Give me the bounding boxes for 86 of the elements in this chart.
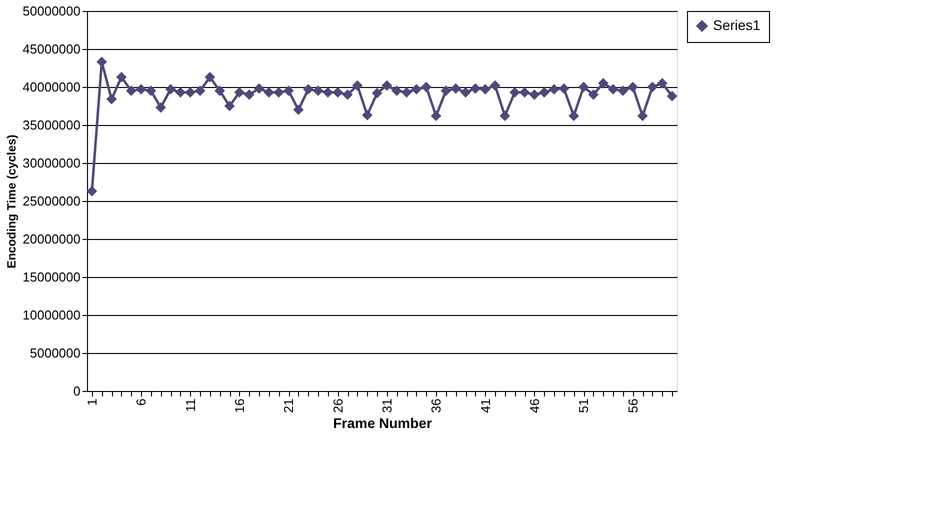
point	[362, 110, 372, 120]
y-tick-label: 40000000	[22, 80, 80, 94]
y-tick-label: 15000000	[22, 270, 80, 284]
x-tick-label: 46	[526, 398, 542, 413]
point	[214, 86, 225, 96]
point	[372, 88, 382, 98]
point	[352, 80, 363, 91]
point	[283, 86, 294, 96]
point	[460, 87, 471, 98]
point	[578, 82, 589, 92]
point	[264, 87, 274, 98]
point	[598, 78, 608, 88]
point	[244, 89, 254, 100]
point	[440, 86, 452, 96]
point	[519, 87, 530, 98]
point	[322, 87, 334, 98]
y-tick-label: 30000000	[22, 156, 80, 170]
point	[657, 78, 668, 88]
point	[392, 86, 402, 96]
point	[666, 90, 678, 102]
x-tick-label: 6	[134, 398, 149, 406]
x-tick-label: 41	[478, 398, 493, 413]
point	[568, 110, 579, 122]
point	[382, 80, 392, 91]
x-tick-label: 11	[182, 398, 198, 412]
y-axis-title: Encoding Time (cycles)	[4, 134, 19, 268]
point	[116, 72, 127, 82]
y-tick-label: 35000000	[22, 118, 80, 132]
point	[204, 72, 216, 82]
point	[637, 110, 648, 122]
point	[608, 84, 618, 95]
point	[411, 84, 422, 95]
point	[303, 84, 314, 95]
x-tick-label: 26	[330, 398, 346, 413]
point	[234, 87, 245, 98]
y-tick-label: 25000000	[22, 194, 80, 208]
point	[312, 86, 324, 96]
point	[293, 104, 304, 116]
point	[165, 84, 176, 95]
x-tick-label: 16	[232, 398, 247, 413]
point	[480, 84, 490, 95]
x-tick-label: 56	[625, 398, 640, 413]
point	[430, 110, 442, 122]
point	[470, 83, 481, 94]
point	[529, 89, 540, 100]
point	[136, 84, 146, 95]
point	[401, 87, 412, 98]
point	[274, 87, 284, 98]
point	[106, 94, 117, 104]
point	[96, 56, 107, 68]
point	[342, 89, 353, 100]
legend-label: Series1	[713, 17, 761, 33]
point	[450, 83, 461, 94]
x-axis-title: Frame Number	[333, 414, 432, 431]
point	[175, 87, 186, 98]
y-tick-label: 45000000	[22, 42, 80, 56]
y-tick-label: 5000000	[30, 346, 80, 360]
point	[490, 80, 500, 91]
point	[628, 82, 638, 92]
x-tick-label: 36	[428, 398, 444, 413]
point	[510, 87, 520, 98]
point	[588, 89, 599, 100]
x-tick-label: 21	[281, 398, 296, 413]
x-tick-label: 1	[84, 398, 100, 406]
point	[618, 86, 628, 96]
point	[647, 82, 658, 92]
x-tick-label: 31	[379, 398, 394, 413]
point	[548, 84, 560, 95]
y-tick-label: 0	[73, 384, 80, 398]
point	[185, 87, 196, 98]
point	[332, 87, 343, 98]
point	[539, 87, 550, 98]
y-tick-label: 10000000	[22, 308, 80, 322]
point	[146, 86, 156, 96]
point	[126, 86, 136, 96]
y-tick-label: 20000000	[22, 232, 80, 246]
point	[86, 186, 98, 196]
point	[558, 83, 570, 94]
point	[156, 102, 166, 113]
point	[254, 83, 264, 94]
y-tick-label: 50000000	[22, 4, 80, 18]
point	[500, 110, 510, 122]
x-tick-label: 51	[576, 398, 592, 413]
point	[224, 100, 235, 112]
point	[421, 82, 432, 92]
point	[194, 86, 206, 96]
